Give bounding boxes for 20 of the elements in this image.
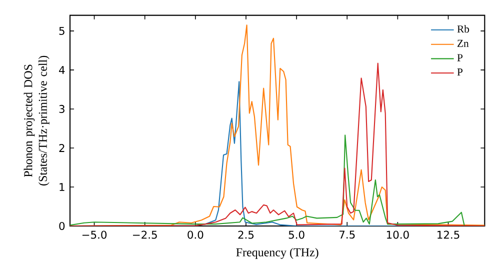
y-tick-label: 3 xyxy=(59,104,64,113)
x-axis-title: Frequency (THz) xyxy=(236,248,318,259)
x-tick-label: −2.5 xyxy=(133,230,157,239)
x-tick-label: 10.0 xyxy=(386,230,409,239)
legend-label: P xyxy=(457,54,462,62)
x-tick-label: −5.0 xyxy=(82,230,107,239)
y-tick-label: 1 xyxy=(60,183,64,191)
x-tick-label: 12.5 xyxy=(438,230,460,239)
x-tick-label: 5.0 xyxy=(288,230,304,239)
x-tick-label: 7.5 xyxy=(340,230,355,239)
y-tick-label: 0 xyxy=(59,222,65,230)
x-tick-label: 0.0 xyxy=(188,230,204,239)
legend-label: P xyxy=(457,68,462,76)
y-tick-label: 2 xyxy=(59,144,64,152)
y-tick-label: 5 xyxy=(59,26,64,35)
legend-label: Zn xyxy=(457,40,469,47)
x-tick-label: 2.5 xyxy=(238,230,254,239)
y-axis-title: Phonon projected DOS (States/THz·primitive cell) xyxy=(24,56,50,186)
legend-label: Rb xyxy=(457,25,470,33)
y-tick-label: 4 xyxy=(59,66,65,74)
